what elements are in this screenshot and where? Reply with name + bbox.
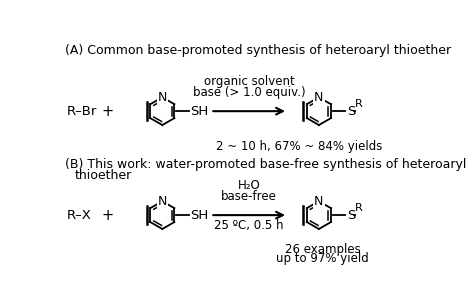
- Text: (B) This work: water-promoted base-free synthesis of heteroaryl: (B) This work: water-promoted base-free …: [64, 158, 466, 171]
- Text: +: +: [101, 104, 113, 119]
- Text: 25 ºC, 0.5 h: 25 ºC, 0.5 h: [214, 219, 284, 232]
- Text: 26 examples: 26 examples: [285, 243, 361, 256]
- Text: R: R: [356, 203, 363, 213]
- Text: thioether: thioether: [75, 169, 132, 182]
- Text: base (> 1.0 equiv.): base (> 1.0 equiv.): [193, 86, 305, 99]
- Text: S: S: [347, 209, 355, 222]
- Text: base-free: base-free: [221, 190, 277, 203]
- Text: organic solvent: organic solvent: [204, 75, 294, 88]
- Text: N: N: [158, 195, 167, 208]
- Text: N: N: [158, 91, 167, 104]
- Text: N: N: [314, 195, 324, 208]
- Text: N: N: [314, 91, 324, 104]
- Text: SH: SH: [190, 105, 209, 118]
- Text: R–X: R–X: [67, 209, 92, 222]
- Text: R: R: [356, 99, 363, 109]
- Text: up to 97% yield: up to 97% yield: [276, 252, 369, 265]
- Text: SH: SH: [190, 209, 209, 222]
- Text: 2 ~ 10 h, 67% ~ 84% yields: 2 ~ 10 h, 67% ~ 84% yields: [216, 140, 383, 154]
- Text: R–Br: R–Br: [67, 105, 97, 118]
- Text: (A) Common base-promoted synthesis of heteroaryl thioether: (A) Common base-promoted synthesis of he…: [64, 44, 451, 57]
- Text: S: S: [347, 105, 355, 118]
- Text: +: +: [101, 208, 113, 223]
- Text: H₂O: H₂O: [238, 179, 261, 192]
